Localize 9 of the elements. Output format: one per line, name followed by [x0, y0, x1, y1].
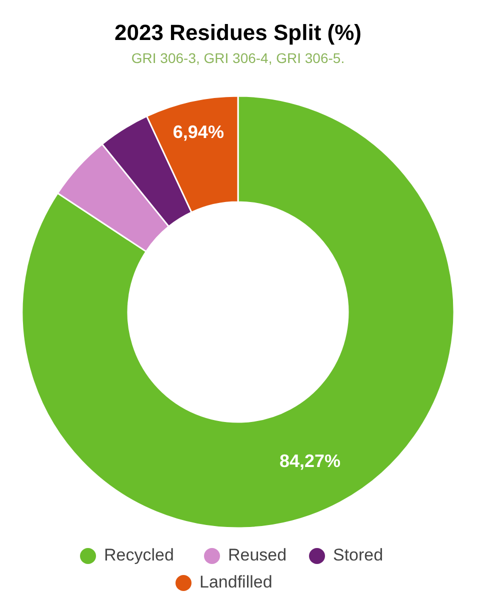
- chart-title: 2023 Residues Split (%): [114, 20, 362, 45]
- legend-label: Reused: [228, 545, 287, 564]
- legend-label: Recycled: [104, 545, 174, 564]
- data-label: 84,27%: [279, 450, 341, 471]
- legend-label: Stored: [333, 545, 384, 564]
- legend-label: Landfilled: [200, 572, 272, 592]
- donut-slice: [22, 95, 455, 529]
- data-label: 6,94%: [172, 122, 224, 142]
- chart-subtitle: GRI 306-3, GRI 306-4, GRI 306-5.: [131, 50, 345, 66]
